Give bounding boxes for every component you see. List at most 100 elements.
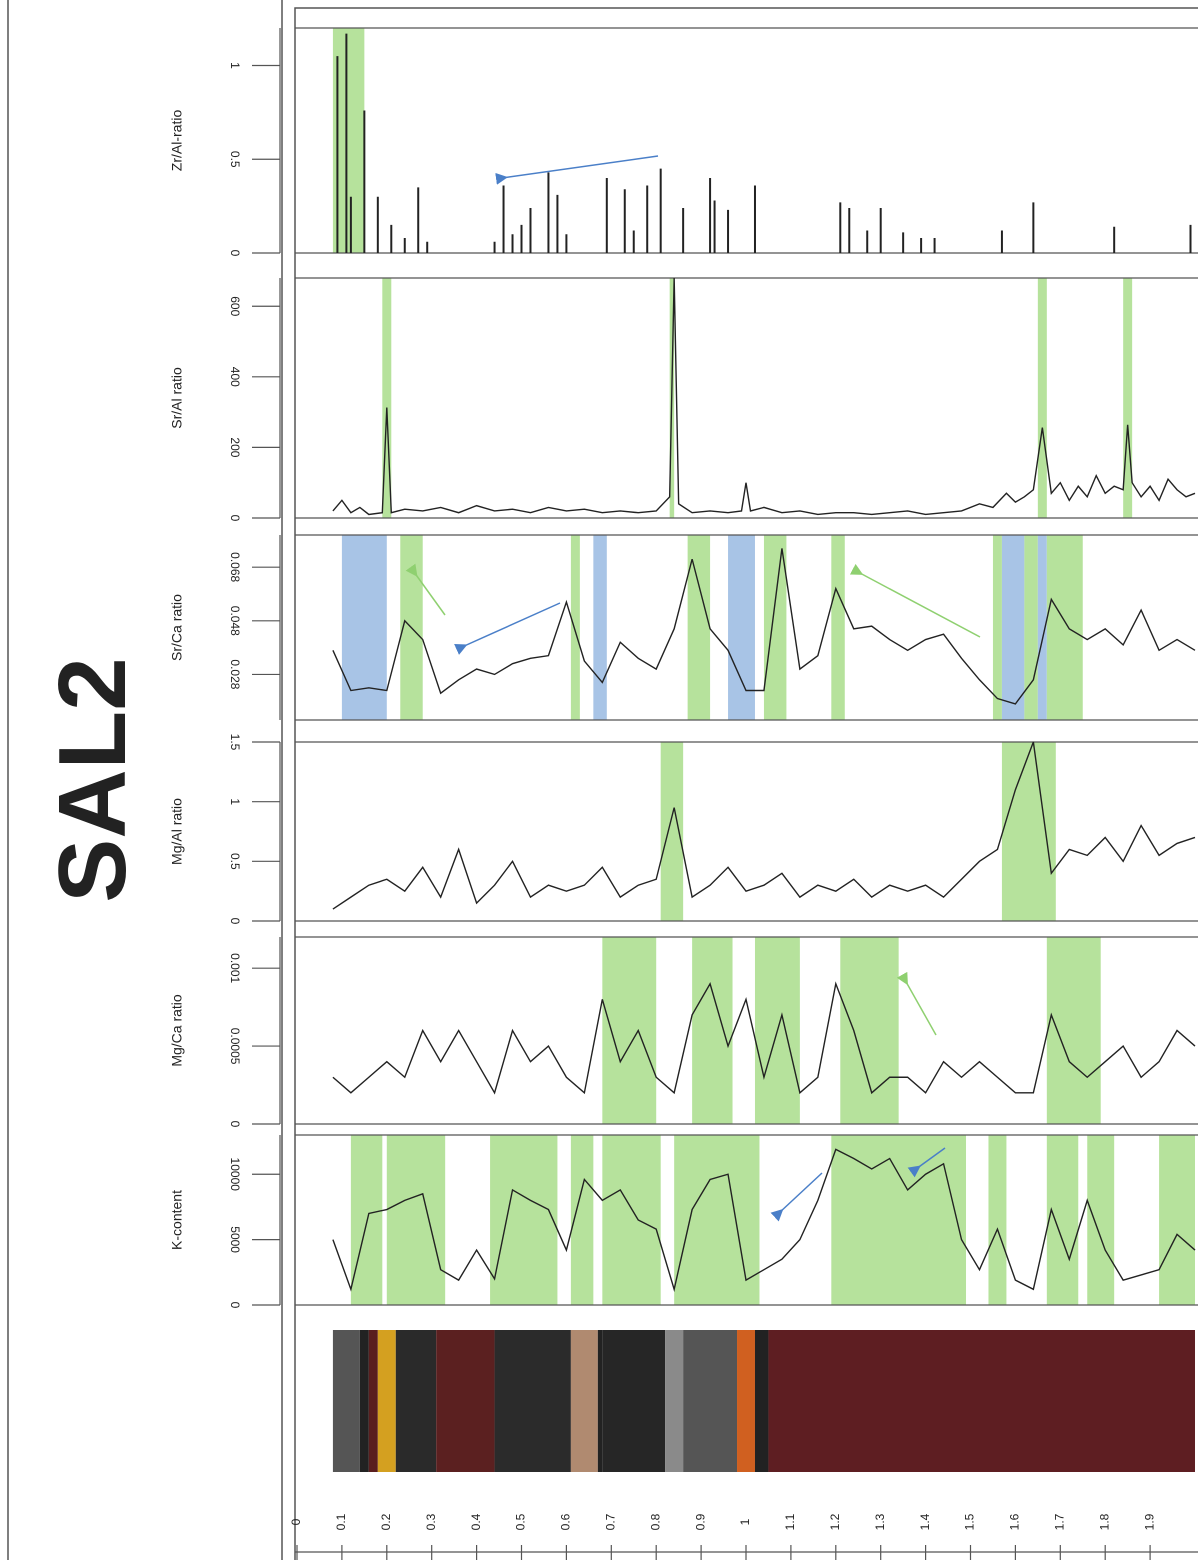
highlight-band bbox=[1001, 742, 1056, 921]
data-line bbox=[332, 981, 1196, 1095]
y-axis-title: Zr/Al-ratio bbox=[169, 110, 185, 172]
x-tick-label: 1.4 bbox=[918, 1513, 932, 1530]
plot-frame bbox=[294, 7, 1198, 1560]
highlight-band bbox=[831, 1135, 967, 1305]
y-tick-label: 10000 bbox=[228, 1158, 242, 1192]
y-tick-label: 1.5 bbox=[228, 734, 242, 751]
highlight-band bbox=[1123, 278, 1133, 518]
lithology-layer bbox=[332, 1330, 360, 1472]
y-tick-label: 0 bbox=[228, 1121, 242, 1128]
x-tick-label: 0.9 bbox=[693, 1513, 707, 1530]
y-axis-title: K-content bbox=[169, 1190, 185, 1250]
figure-title: SAL2 bbox=[39, 657, 146, 902]
x-tick-label: 1 bbox=[738, 1518, 752, 1525]
highlight-band bbox=[1001, 535, 1025, 720]
highlight-band bbox=[728, 535, 755, 720]
x-tick-label: 1.3 bbox=[873, 1513, 887, 1530]
x-tick-label: 0 bbox=[289, 1518, 303, 1525]
y-tick-label: 0.001 bbox=[228, 953, 242, 983]
x-tick-label: 0.7 bbox=[603, 1513, 617, 1530]
highlight-band bbox=[341, 535, 387, 720]
y-axis-title: Sr/Al ratio bbox=[169, 367, 185, 429]
arrow bbox=[405, 563, 446, 616]
lithology-layer bbox=[768, 1330, 1195, 1472]
arrow bbox=[495, 155, 659, 185]
lithology-layer bbox=[395, 1330, 437, 1472]
layers: 0 0.5 1 Zr/Al-ratio 0 200 400 600 Sr/Al ratio 0.0… bbox=[169, 27, 1198, 1560]
highlight-band bbox=[660, 742, 684, 921]
highlight-band bbox=[386, 1135, 446, 1305]
lithology-layer bbox=[359, 1330, 369, 1472]
y-tick-label: 600 bbox=[228, 296, 242, 316]
label-frame bbox=[7, 0, 283, 1560]
arrow bbox=[454, 602, 561, 655]
x-tick-label: 1.7 bbox=[1052, 1513, 1066, 1530]
y-tick-label: 200 bbox=[228, 437, 242, 457]
y-axis-title: Sr/Ca ratio bbox=[169, 594, 185, 661]
y-tick-label: 5000 bbox=[228, 1226, 242, 1253]
highlight-band bbox=[831, 535, 845, 720]
x-tick-label: 0.1 bbox=[334, 1513, 348, 1530]
data-line bbox=[332, 741, 1196, 910]
highlight-band bbox=[490, 1135, 558, 1305]
y-tick-label: 0 bbox=[228, 1302, 242, 1309]
y-tick-label: 0.5 bbox=[228, 853, 242, 870]
highlight-band bbox=[1046, 1135, 1079, 1305]
highlight-band bbox=[840, 937, 899, 1124]
lithology-layer bbox=[737, 1330, 755, 1472]
x-tick-label: 1.1 bbox=[783, 1513, 797, 1530]
lithology-layer bbox=[597, 1330, 603, 1472]
highlight-band bbox=[988, 1135, 1007, 1305]
x-tick-label: 1.2 bbox=[828, 1513, 842, 1530]
highlight-band bbox=[1037, 278, 1047, 518]
x-tick-label: 1.9 bbox=[1142, 1513, 1156, 1530]
arrow bbox=[896, 971, 937, 1036]
highlight-band bbox=[1024, 535, 1038, 720]
x-tick-label: 0.4 bbox=[469, 1513, 483, 1530]
highlight-band bbox=[382, 278, 392, 518]
highlight-band bbox=[570, 535, 580, 720]
y-tick-label: 0.048 bbox=[228, 606, 242, 636]
highlight-band bbox=[1037, 535, 1047, 720]
highlight-band bbox=[1087, 1135, 1115, 1305]
x-tick-label: 0.3 bbox=[424, 1513, 438, 1530]
lithology-layer bbox=[683, 1330, 738, 1472]
y-tick-label: 400 bbox=[228, 367, 242, 387]
y-tick-label: 1 bbox=[228, 798, 242, 805]
data-line bbox=[332, 277, 1196, 516]
arrow bbox=[907, 1147, 946, 1178]
lithology-layer bbox=[570, 1330, 598, 1472]
highlight-band bbox=[602, 937, 657, 1124]
lithology-layer bbox=[665, 1330, 684, 1472]
highlight-band bbox=[602, 1135, 661, 1305]
highlight-band bbox=[1159, 1135, 1195, 1305]
x-tick-label: 0.8 bbox=[648, 1513, 662, 1530]
x-tick-label: 1.6 bbox=[1008, 1513, 1022, 1530]
x-tick-label: 1.5 bbox=[963, 1513, 977, 1530]
highlight-band bbox=[593, 535, 607, 720]
arrows bbox=[405, 155, 981, 1222]
y-tick-label: 0 bbox=[228, 250, 242, 257]
arrow bbox=[770, 1172, 823, 1222]
x-tick-label: 0.6 bbox=[559, 1513, 573, 1530]
highlight-band bbox=[570, 1135, 594, 1305]
x-tick-label: 0.5 bbox=[514, 1513, 528, 1530]
lithology-layer bbox=[436, 1330, 495, 1472]
y-tick-label: 0.5 bbox=[228, 151, 242, 168]
lithology-layer bbox=[494, 1330, 571, 1472]
highlight-band bbox=[687, 535, 711, 720]
arrow bbox=[849, 563, 981, 638]
y-tick-label: 0 bbox=[228, 515, 242, 522]
x-tick-label: 1.8 bbox=[1097, 1513, 1111, 1530]
lithology-layer bbox=[377, 1330, 396, 1472]
y-tick-label: 0.0005 bbox=[228, 1028, 242, 1065]
y-axis-title: Mg/Ca ratio bbox=[169, 994, 185, 1067]
x-tick-label: 0.2 bbox=[379, 1513, 393, 1530]
highlight-band bbox=[1046, 937, 1101, 1124]
y-axis-title: Mg/Al ratio bbox=[169, 798, 185, 865]
highlight-band bbox=[992, 535, 1002, 720]
highlight-band bbox=[692, 937, 733, 1124]
y-tick-label: 0 bbox=[228, 918, 242, 925]
highlight-band bbox=[763, 535, 787, 720]
